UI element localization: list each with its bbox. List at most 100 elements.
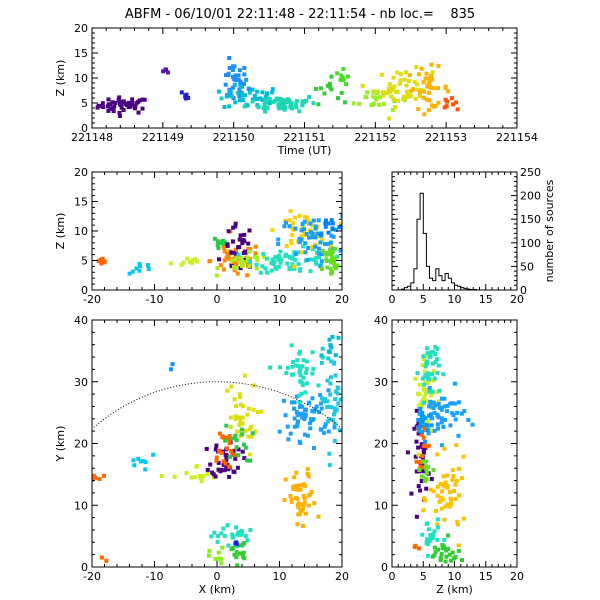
source-point	[424, 467, 429, 471]
source-point	[305, 257, 310, 262]
source-point	[255, 89, 259, 94]
source-point	[271, 261, 276, 266]
source-point	[214, 458, 219, 463]
source-point	[455, 107, 460, 112]
source-point	[234, 266, 238, 271]
source-point	[308, 426, 313, 431]
source-point	[331, 234, 336, 239]
source-point	[292, 475, 297, 480]
source-point	[431, 489, 436, 494]
source-point	[462, 409, 467, 413]
source-point	[303, 370, 308, 375]
x-z-panel: -20 -10 0 10 20 0 5 10 15 20 Z (km)	[54, 166, 349, 306]
source-point	[308, 257, 313, 262]
y-tick-label: 0	[381, 561, 388, 574]
source-point	[290, 364, 295, 369]
source-point	[423, 427, 428, 432]
x-axis-label: Time (UT)	[277, 144, 332, 157]
source-point	[130, 97, 135, 102]
source-point	[424, 459, 429, 464]
source-point	[210, 470, 215, 475]
x-tick-label: 10	[273, 293, 287, 306]
source-point	[445, 403, 450, 408]
x-z-marks	[96, 209, 342, 278]
source-point	[290, 262, 295, 267]
source-point	[248, 527, 253, 532]
source-point	[99, 261, 104, 266]
x-tick-label: 15	[479, 293, 493, 306]
time-height-panel: 221148 221149 221150 221151 221152 221153 2211…	[54, 22, 538, 157]
source-point	[304, 407, 308, 412]
source-point	[413, 96, 418, 101]
source-point	[104, 558, 109, 563]
source-point	[193, 257, 198, 262]
source-point	[306, 246, 311, 250]
source-point	[442, 396, 447, 401]
source-point	[336, 385, 341, 390]
source-point	[232, 397, 237, 402]
source-point	[302, 496, 307, 501]
source-point	[414, 469, 419, 474]
source-point	[218, 263, 223, 268]
source-point	[235, 465, 240, 470]
source-point	[284, 243, 289, 248]
source-point	[302, 219, 307, 224]
source-point	[131, 458, 136, 463]
source-point	[423, 380, 428, 385]
time-height-marks	[95, 56, 460, 121]
source-point	[316, 383, 321, 388]
source-point	[117, 95, 122, 100]
source-point	[319, 252, 324, 257]
source-point	[451, 413, 456, 417]
source-point	[431, 378, 436, 383]
source-point	[238, 79, 243, 84]
source-point	[289, 255, 294, 260]
source-point	[239, 529, 244, 533]
source-point	[240, 264, 244, 269]
source-point	[297, 109, 302, 114]
source-point	[322, 242, 327, 246]
source-point	[212, 236, 217, 241]
source-point	[319, 361, 324, 365]
source-point	[170, 362, 175, 367]
source-point	[455, 410, 460, 415]
source-point	[431, 468, 436, 472]
source-point	[421, 414, 426, 419]
source-point	[427, 98, 432, 103]
source-point	[136, 110, 141, 115]
source-point	[207, 259, 212, 264]
source-point	[425, 359, 429, 364]
source-point	[251, 407, 256, 412]
source-point	[418, 424, 423, 429]
source-point	[227, 474, 232, 479]
source-point	[290, 106, 295, 111]
source-point	[110, 100, 115, 105]
x-tick-label: 20	[335, 293, 349, 306]
source-point	[423, 439, 428, 444]
source-point	[417, 411, 422, 416]
source-point	[220, 435, 225, 440]
source-point	[298, 483, 303, 488]
source-point	[332, 360, 337, 365]
source-point	[377, 102, 381, 107]
source-point	[243, 445, 248, 450]
source-point	[432, 104, 436, 109]
source-point	[224, 457, 229, 462]
source-point	[274, 96, 279, 101]
source-point	[242, 104, 247, 109]
source-point	[443, 480, 448, 485]
source-point	[448, 490, 452, 495]
source-point	[433, 509, 438, 513]
source-point	[428, 350, 433, 355]
source-point	[218, 240, 222, 245]
x-tick-label: 5	[420, 293, 427, 306]
source-point	[318, 232, 323, 237]
source-point	[332, 439, 337, 443]
source-point	[233, 257, 238, 262]
source-point	[282, 104, 287, 109]
source-point	[234, 445, 239, 450]
source-point	[287, 218, 292, 223]
source-point	[230, 546, 235, 550]
source-point	[295, 394, 299, 399]
source-point	[278, 260, 283, 265]
